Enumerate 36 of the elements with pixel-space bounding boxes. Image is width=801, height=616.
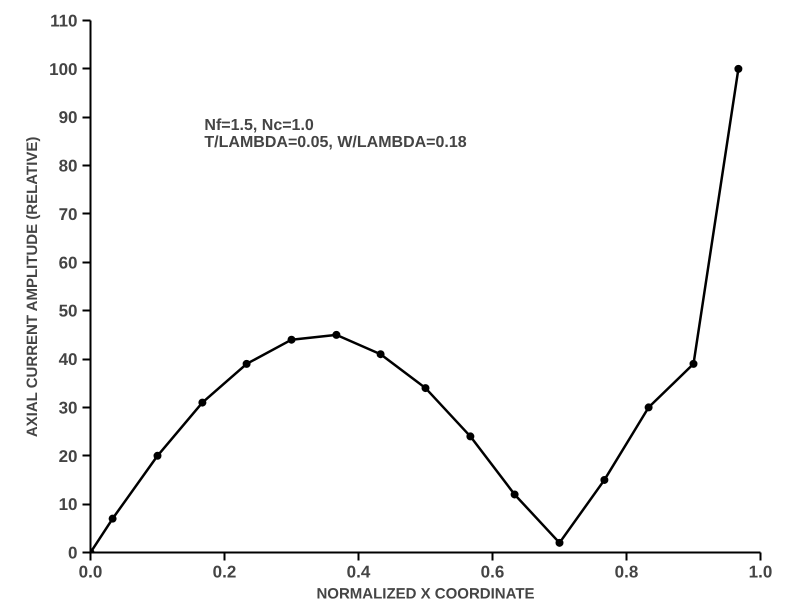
point <box>690 360 698 368</box>
y-tick-label: 80 <box>58 156 78 176</box>
point <box>556 538 564 547</box>
point <box>422 384 430 392</box>
y-tick-label: 60 <box>58 253 78 272</box>
point <box>510 490 519 498</box>
point <box>108 514 117 523</box>
point <box>600 476 608 484</box>
point <box>466 432 474 440</box>
y-tick-label: 0 <box>68 544 78 562</box>
y-tick-label: 50 <box>58 302 78 321</box>
point <box>644 403 653 412</box>
x-tick-label: 0.0 <box>78 562 102 582</box>
y-tick-label: 70 <box>58 204 78 224</box>
y-axis-title: AXIAL CURRENT AMPLITUDE (RELATIVE) <box>24 136 42 438</box>
point <box>242 360 251 368</box>
y-tick-label: 110 <box>50 12 78 30</box>
x-tick-label: 1.0 <box>748 562 772 582</box>
y-tick-label: 40 <box>58 350 78 370</box>
y-tick-label: 10 <box>58 495 78 514</box>
point <box>734 64 742 73</box>
point <box>332 330 340 339</box>
x-axis-title: NORMALIZED X COORDINATE <box>316 586 535 602</box>
y-tick-label: 20 <box>58 446 78 466</box>
x-tick-label: 0.6 <box>480 562 504 582</box>
annotation: Nf=1.5, Nc=1.0 T/LAMBDA=0.05, W/LAMBDA=0.18 <box>204 117 467 152</box>
x-tick-label: 0.8 <box>614 562 638 582</box>
y-tick-label: 90 <box>58 108 78 128</box>
point <box>154 452 162 460</box>
point <box>376 350 385 358</box>
y-tick-label: 100 <box>49 60 78 79</box>
point <box>288 336 296 344</box>
y-tick-label: 30 <box>58 398 78 418</box>
point <box>198 398 206 407</box>
x-tick-label: 0.4 <box>346 562 371 582</box>
x-tick-label: 0.2 <box>212 562 236 582</box>
